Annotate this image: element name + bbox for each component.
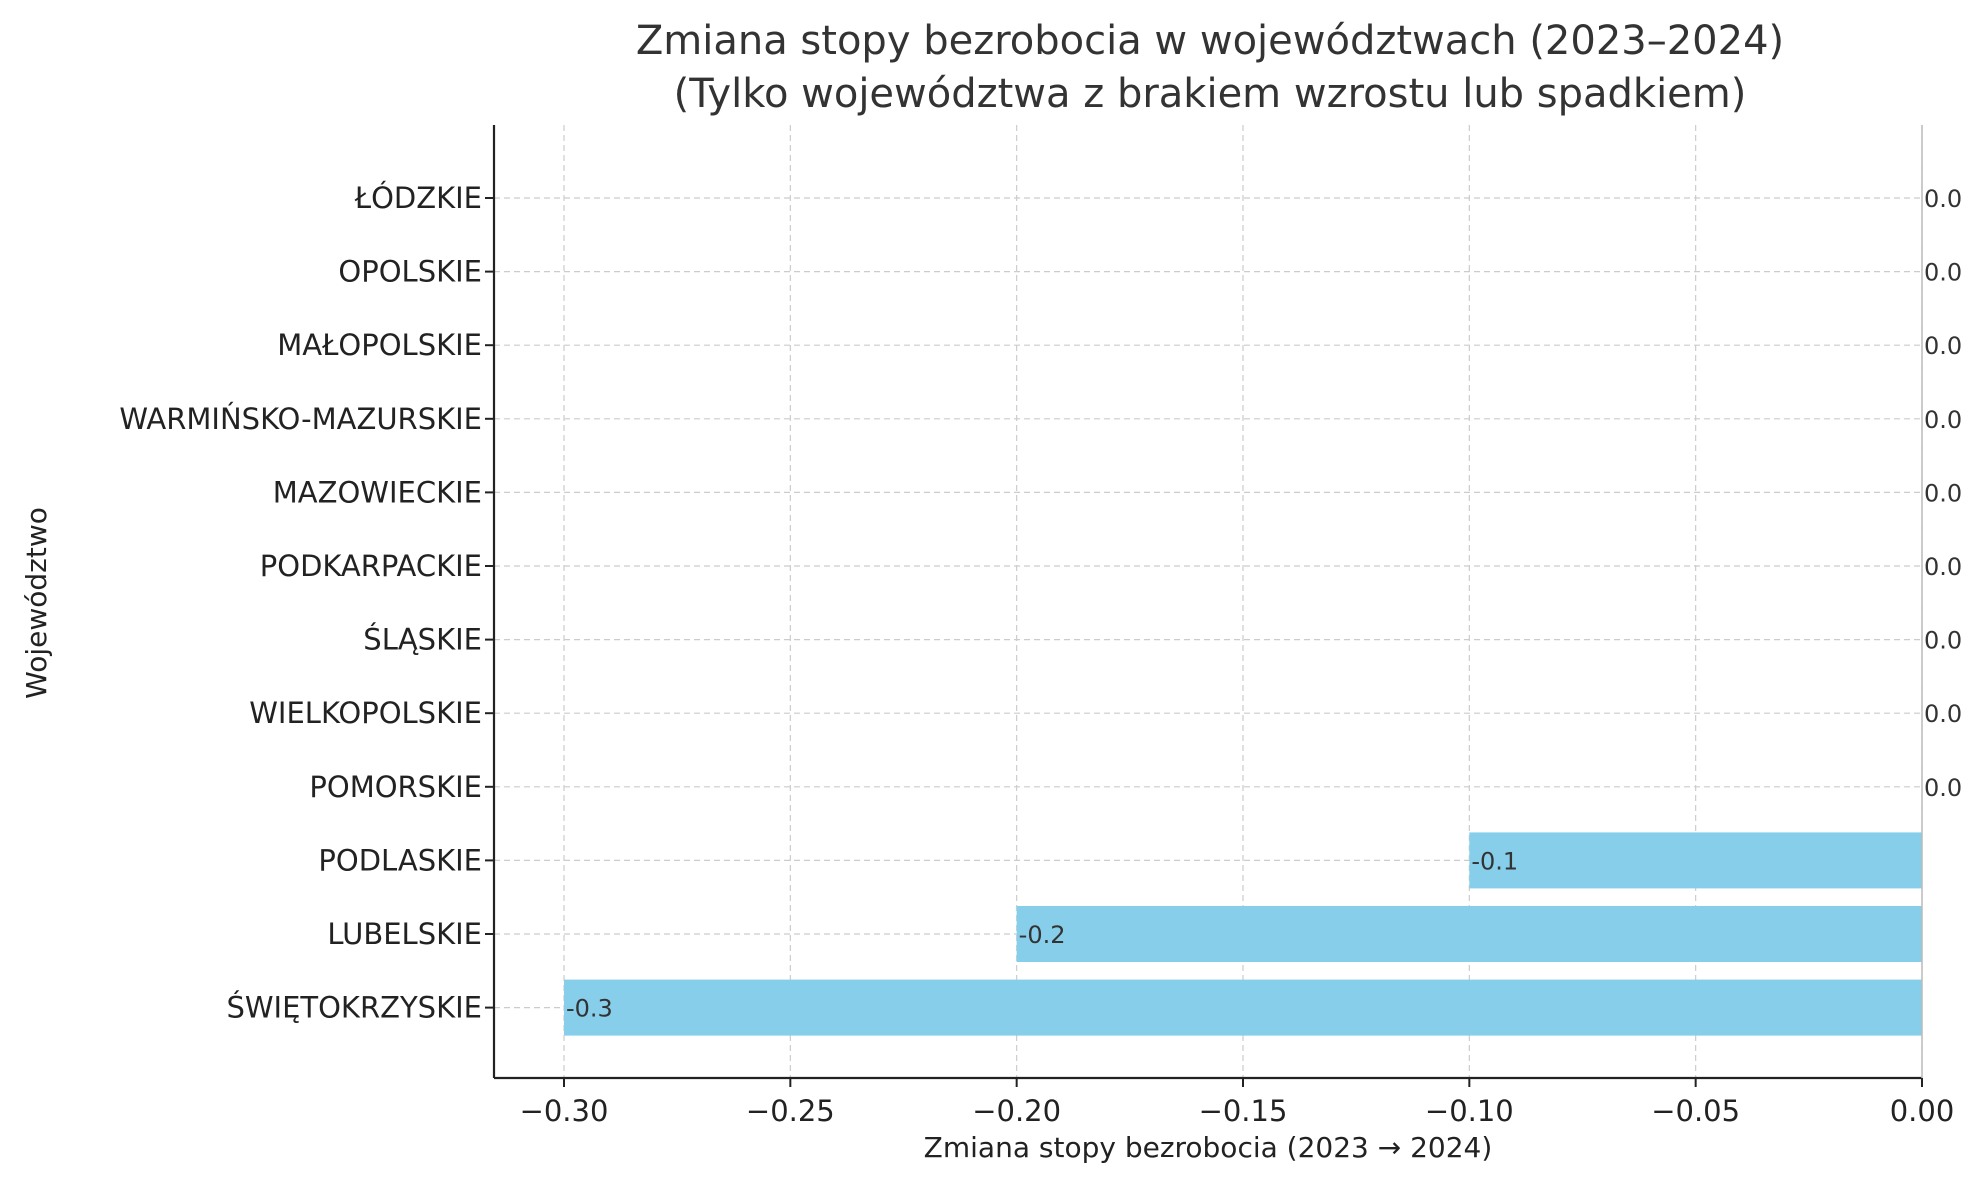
x-axis-label: Zmiana stopy bezrobocia (2023 → 2024) <box>924 1131 1493 1164</box>
x-tick-label: −0.30 <box>520 1094 609 1128</box>
y-tick-label: PODLASKIE <box>318 843 482 877</box>
data-label: -0.3 <box>566 995 613 1023</box>
y-tick-label: OPOLSKIE <box>338 255 482 289</box>
y-tick-label: MAZOWIECKIE <box>273 475 482 509</box>
data-label: 0.0 <box>1924 332 1962 360</box>
bars <box>564 832 1922 1036</box>
x-tick-label: −0.20 <box>972 1094 1061 1128</box>
bar <box>1016 906 1922 962</box>
bar <box>1469 832 1922 889</box>
data-label: 0.0 <box>1924 185 1962 213</box>
data-label: 0.0 <box>1924 406 1962 434</box>
y-tick-label: WIELKOPOLSKIE <box>249 696 482 730</box>
x-tick-label: −0.05 <box>1651 1094 1740 1128</box>
x-tick-label: −0.10 <box>1425 1094 1514 1128</box>
chart-subtitle: (Tylko województwa z brakiem wzrostu lub… <box>674 71 1747 117</box>
y-tick-label: ŚLĄSKIE <box>363 623 482 657</box>
y-tick-label: WARMIŃSKO-MAZURSKIE <box>119 402 482 436</box>
data-label: 0.0 <box>1924 700 1962 728</box>
data-label: 0.0 <box>1924 553 1962 581</box>
x-tick-label: 0.00 <box>1890 1094 1955 1128</box>
y-ticks: ŁÓDZKIE OPOLSKIE MAŁOPOLSKIE WARMIŃSKO-MAZU… <box>119 181 494 1025</box>
y-tick-label: ŚWIĘTOKRZYSKIE <box>226 991 482 1025</box>
data-label: -0.2 <box>1019 921 1066 949</box>
data-label: -0.1 <box>1471 847 1518 875</box>
y-tick-label: POMORSKIE <box>309 770 482 804</box>
x-tick-label: −0.15 <box>1199 1094 1288 1128</box>
y-tick-label: LUBELSKIE <box>327 917 482 951</box>
data-label: 0.0 <box>1924 479 1962 507</box>
x-tick-label: −0.25 <box>746 1094 835 1128</box>
x-ticks: −0.30 −0.25 −0.20 −0.15 −0.10 −0.05 0.00 <box>520 1078 1955 1128</box>
y-tick-label: PODKARPACKIE <box>260 549 482 583</box>
chart-title: Zmiana stopy bezrobocia w województwach … <box>636 18 1784 64</box>
y-tick-label: ŁÓDZKIE <box>354 181 482 215</box>
data-label: 0.0 <box>1924 774 1962 802</box>
y-axis-label: Województwo <box>20 507 53 699</box>
data-labels: 0.0 0.0 0.0 0.0 0.0 0.0 0.0 0.0 0.0 -0.1 -0.2 -0.3 <box>566 185 1962 1023</box>
data-label: 0.0 <box>1924 259 1962 287</box>
y-tick-label: MAŁOPOLSKIE <box>277 328 482 362</box>
bar <box>564 979 1922 1036</box>
data-label: 0.0 <box>1924 627 1962 655</box>
